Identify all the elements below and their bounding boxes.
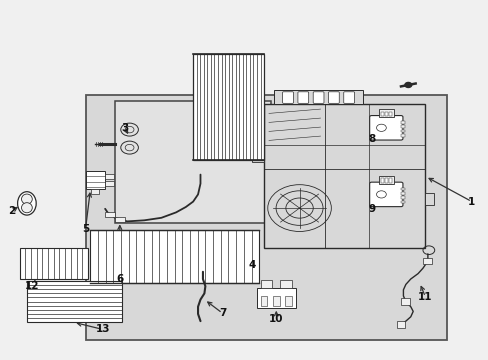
FancyBboxPatch shape [343, 92, 354, 103]
Bar [20, 248, 88, 279]
Text: 13: 13 [95, 324, 110, 334]
FancyBboxPatch shape [282, 92, 293, 103]
Text: 2: 2 [9, 206, 16, 216]
Text: 1: 1 [468, 197, 474, 207]
Bar [378, 109, 393, 117]
Bar [384, 178, 387, 183]
Text: 5: 5 [82, 224, 89, 234]
Bar [27, 281, 122, 322]
Bar [400, 125, 404, 128]
Bar [115, 101, 271, 223]
Bar [256, 288, 295, 308]
Bar [272, 296, 279, 306]
Bar [115, 217, 124, 222]
Text: 4: 4 [247, 260, 255, 270]
Ellipse shape [21, 203, 32, 213]
FancyBboxPatch shape [297, 92, 308, 103]
Bar [396, 321, 405, 328]
Bar [423, 258, 431, 264]
FancyBboxPatch shape [328, 92, 339, 103]
Ellipse shape [18, 192, 36, 215]
Bar [400, 188, 404, 190]
FancyBboxPatch shape [369, 116, 402, 140]
Bar [105, 174, 114, 179]
Bar [400, 196, 404, 199]
Text: 8: 8 [367, 134, 374, 144]
Bar [280, 280, 291, 288]
Bar [90, 230, 259, 283]
Bar [85, 95, 447, 340]
Bar [273, 90, 362, 104]
Ellipse shape [21, 194, 32, 204]
Bar [400, 121, 404, 124]
Circle shape [404, 82, 411, 87]
Bar [264, 104, 425, 248]
Text: 9: 9 [367, 204, 374, 214]
Bar [260, 296, 267, 306]
Bar [400, 201, 404, 203]
Bar [400, 192, 404, 195]
Bar [380, 112, 383, 116]
Bar [388, 112, 391, 116]
Bar [105, 212, 115, 217]
Bar [260, 280, 272, 288]
Bar [388, 178, 391, 183]
Bar [378, 176, 393, 184]
Bar [425, 193, 433, 205]
Bar [384, 112, 387, 116]
Bar [285, 296, 291, 306]
Bar [401, 298, 409, 305]
Text: 10: 10 [268, 314, 283, 324]
Text: 6: 6 [116, 274, 123, 284]
Bar [193, 54, 264, 160]
FancyBboxPatch shape [369, 182, 402, 207]
Bar [251, 144, 264, 162]
Text: 3: 3 [121, 123, 128, 133]
Text: 7: 7 [218, 308, 226, 318]
Bar [105, 181, 114, 186]
FancyBboxPatch shape [313, 92, 324, 103]
Bar [91, 189, 99, 194]
Bar [400, 130, 404, 132]
Bar [400, 134, 404, 137]
Text: 11: 11 [417, 292, 432, 302]
Bar [380, 178, 383, 183]
Bar [85, 171, 105, 189]
Text: 12: 12 [24, 281, 39, 291]
